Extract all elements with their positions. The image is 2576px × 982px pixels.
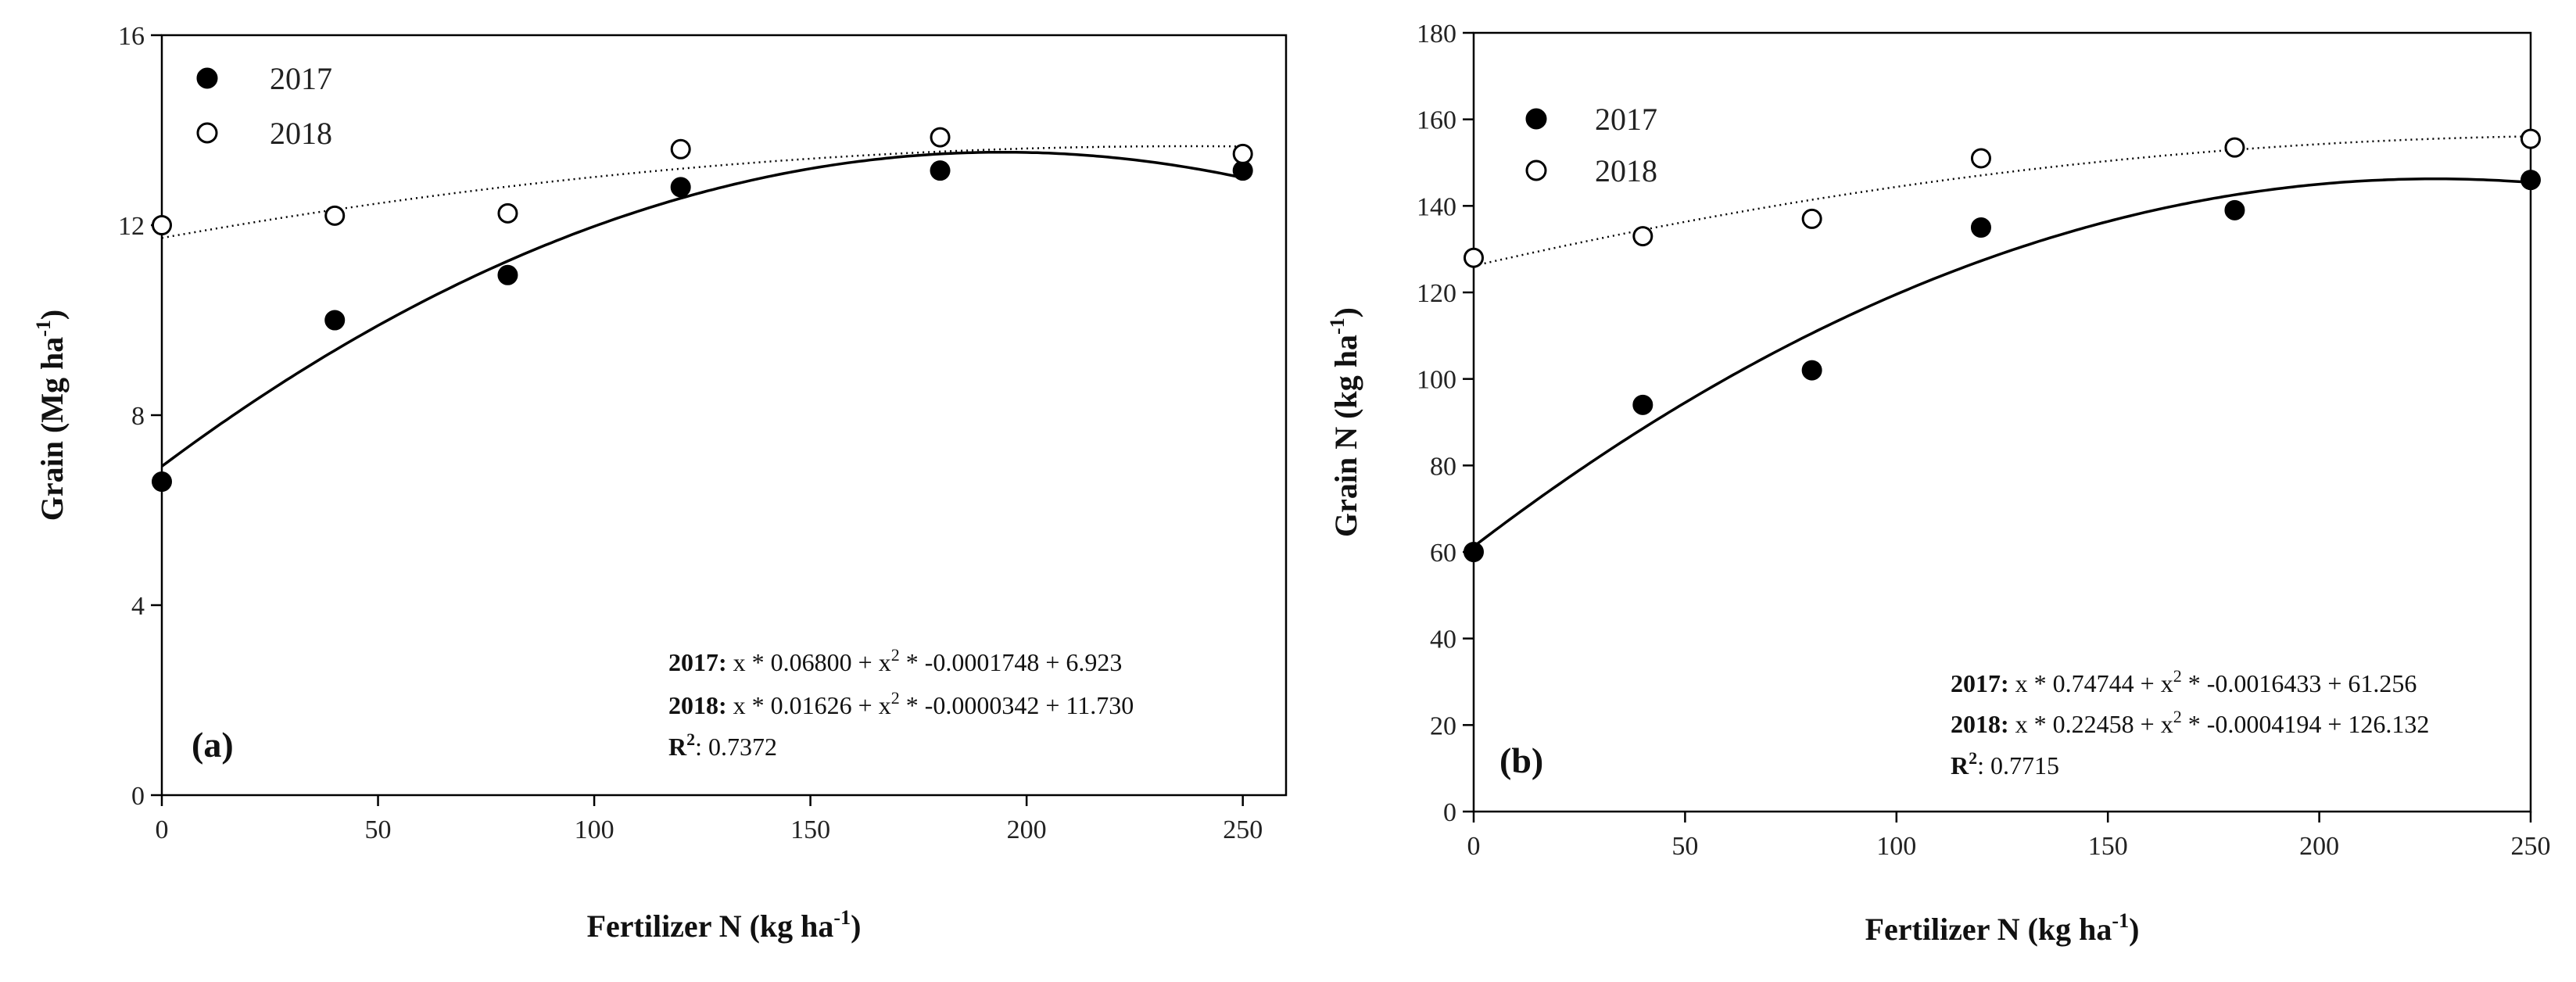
data-point-2018 [1632, 226, 1653, 247]
data-point-2017 [930, 160, 951, 181]
data-point-2018 [930, 127, 951, 148]
data-point-2017 [2520, 170, 2541, 191]
y-tick-label: 60 [1430, 539, 1456, 568]
x-tick-label: 50 [1671, 832, 1698, 861]
y-tick-label: 16 [118, 22, 145, 51]
fit-curve-2018 [1473, 135, 2531, 267]
legend-label-2017: 2017 [1595, 102, 1657, 137]
equation-annotation: 2018: x * 0.01626 + x2 * -0.0000342 + 11… [668, 688, 1134, 719]
data-point-2017 [1632, 394, 1653, 415]
data-point-2017 [1464, 542, 1484, 562]
data-point-2017 [324, 310, 346, 331]
data-point-2017 [152, 471, 172, 493]
x-tick-label: 0 [156, 815, 169, 844]
legend-label-2018: 2018 [1595, 153, 1657, 188]
data-point-2018 [497, 202, 518, 224]
data-point-2017 [497, 264, 518, 285]
x-tick-label: 50 [365, 815, 392, 844]
y-tick-label: 40 [1430, 625, 1456, 654]
y-tick-label: 140 [1417, 192, 1456, 221]
x-tick-label: 250 [2511, 832, 2551, 861]
data-point-2017 [1970, 217, 1991, 238]
legend-label-2018: 2018 [270, 116, 332, 151]
x-axis-label: Fertilizer N (kg ha-1) [1865, 909, 2140, 947]
x-tick-label: 150 [790, 815, 830, 844]
data-point-2018 [152, 215, 172, 235]
equation-annotation: R2: 0.7715 [1951, 748, 2059, 780]
data-point-2018 [1801, 208, 1822, 229]
fit-curve-2017 [1472, 177, 2531, 548]
fit-curve-2017 [160, 150, 1244, 468]
data-point-2017 [2224, 199, 2245, 220]
equation-annotation: 2017: x * 0.74744 + x2 * -0.0016433 + 61… [1951, 666, 2417, 697]
legend-marker-2017 [196, 67, 218, 89]
legend-label-2017: 2017 [270, 61, 332, 96]
legend-marker-2018 [1525, 159, 1547, 181]
y-tick-label: 4 [131, 592, 145, 621]
y-tick-label: 8 [131, 402, 145, 431]
y-tick-label: 100 [1417, 366, 1456, 395]
chart-panel-a: 0 4 8 12 16 0 50 100 150 200 250 Fertilizer N (kg h… [32, 22, 1288, 944]
x-axis-label: Fertilizer N (kg ha-1) [587, 906, 862, 944]
y-tick-label: 20 [1430, 711, 1456, 740]
equation-annotation: R2: 0.7372 [668, 729, 777, 761]
x-tick-label: 200 [1007, 815, 1047, 844]
y-tick-label: 160 [1417, 106, 1456, 135]
y-tick-label: 0 [1443, 798, 1456, 827]
data-point-2017 [1232, 160, 1253, 181]
data-point-2018 [670, 138, 691, 159]
y-axis-label: Grain (Mg ha-1) [32, 310, 70, 521]
y-tick-label: 80 [1430, 452, 1456, 481]
x-tick-label: 200 [2299, 832, 2339, 861]
panel-label: (b) [1499, 740, 1543, 780]
data-point-2018 [1232, 143, 1253, 164]
data-point-2017 [670, 177, 691, 198]
chart-panel-b: 0 20 40 60 80 100 120 140 160 180 0 50 100 150 200 250 F… [1326, 20, 2551, 947]
x-tick-label: 150 [2088, 832, 2128, 861]
y-tick-label: 12 [118, 212, 145, 241]
x-tick-label: 100 [575, 815, 614, 844]
x-tick-label: 0 [1467, 832, 1481, 861]
x-tick-label: 100 [1876, 832, 1916, 861]
legend-marker-2018 [196, 122, 218, 144]
panel-label: (a) [192, 725, 234, 765]
y-tick-label: 120 [1417, 279, 1456, 308]
data-point-2018 [1970, 148, 1991, 169]
x-tick-label: 250 [1223, 815, 1263, 844]
data-point-2018 [324, 205, 346, 226]
equation-annotation: 2018: x * 0.22458 + x2 * -0.0004194 + 12… [1951, 707, 2429, 738]
y-tick-label: 0 [131, 782, 145, 811]
data-point-2018 [1464, 247, 1484, 268]
y-tick-label: 180 [1417, 20, 1456, 48]
plot-frame [1472, 31, 2532, 813]
data-point-2017 [1801, 360, 1822, 381]
data-point-2018 [2520, 128, 2541, 149]
equation-annotation: 2017: x * 0.06800 + x2 * -0.0001748 + 6.… [668, 645, 1122, 676]
data-point-2018 [2224, 137, 2245, 158]
legend-marker-2017 [1525, 108, 1547, 130]
y-axis-label: Grain N (kg ha-1) [1326, 307, 1363, 537]
